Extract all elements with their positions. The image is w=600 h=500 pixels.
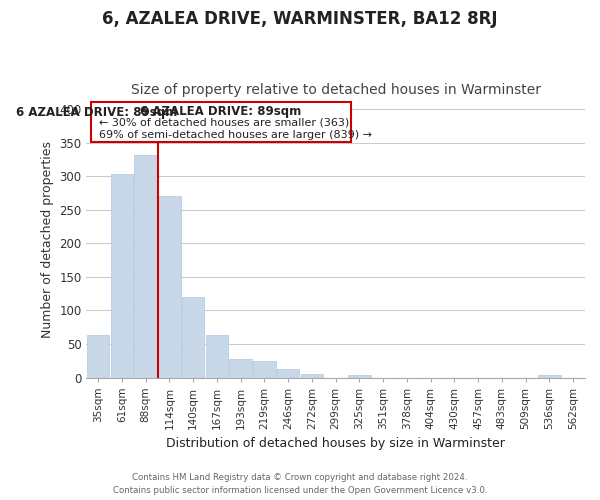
Bar [301, 374, 323, 378]
X-axis label: Distribution of detached houses by size in Warminster: Distribution of detached houses by size … [166, 437, 505, 450]
Text: 6 AZALEA DRIVE: 89sqm: 6 AZALEA DRIVE: 89sqm [16, 106, 177, 120]
Bar [538, 375, 560, 378]
Bar [158, 196, 181, 378]
Bar [110, 174, 133, 378]
Bar [277, 369, 299, 378]
Bar [87, 335, 109, 378]
Text: Contains HM Land Registry data © Crown copyright and database right 2024.
Contai: Contains HM Land Registry data © Crown c… [113, 474, 487, 495]
Bar [229, 360, 252, 378]
Bar [253, 360, 276, 378]
Text: 6, AZALEA DRIVE, WARMINSTER, BA12 8RJ: 6, AZALEA DRIVE, WARMINSTER, BA12 8RJ [102, 10, 498, 28]
FancyBboxPatch shape [91, 102, 350, 142]
Title: Size of property relative to detached houses in Warminster: Size of property relative to detached ho… [131, 83, 541, 97]
Bar [348, 375, 371, 378]
Bar [134, 154, 157, 378]
Text: ← 30% of detached houses are smaller (363): ← 30% of detached houses are smaller (36… [99, 118, 349, 128]
Y-axis label: Number of detached properties: Number of detached properties [41, 142, 53, 338]
Text: 69% of semi-detached houses are larger (839) →: 69% of semi-detached houses are larger (… [99, 130, 372, 140]
Bar [182, 297, 205, 378]
Bar [206, 334, 228, 378]
Text: 6 AZALEA DRIVE: 89sqm: 6 AZALEA DRIVE: 89sqm [140, 105, 302, 118]
